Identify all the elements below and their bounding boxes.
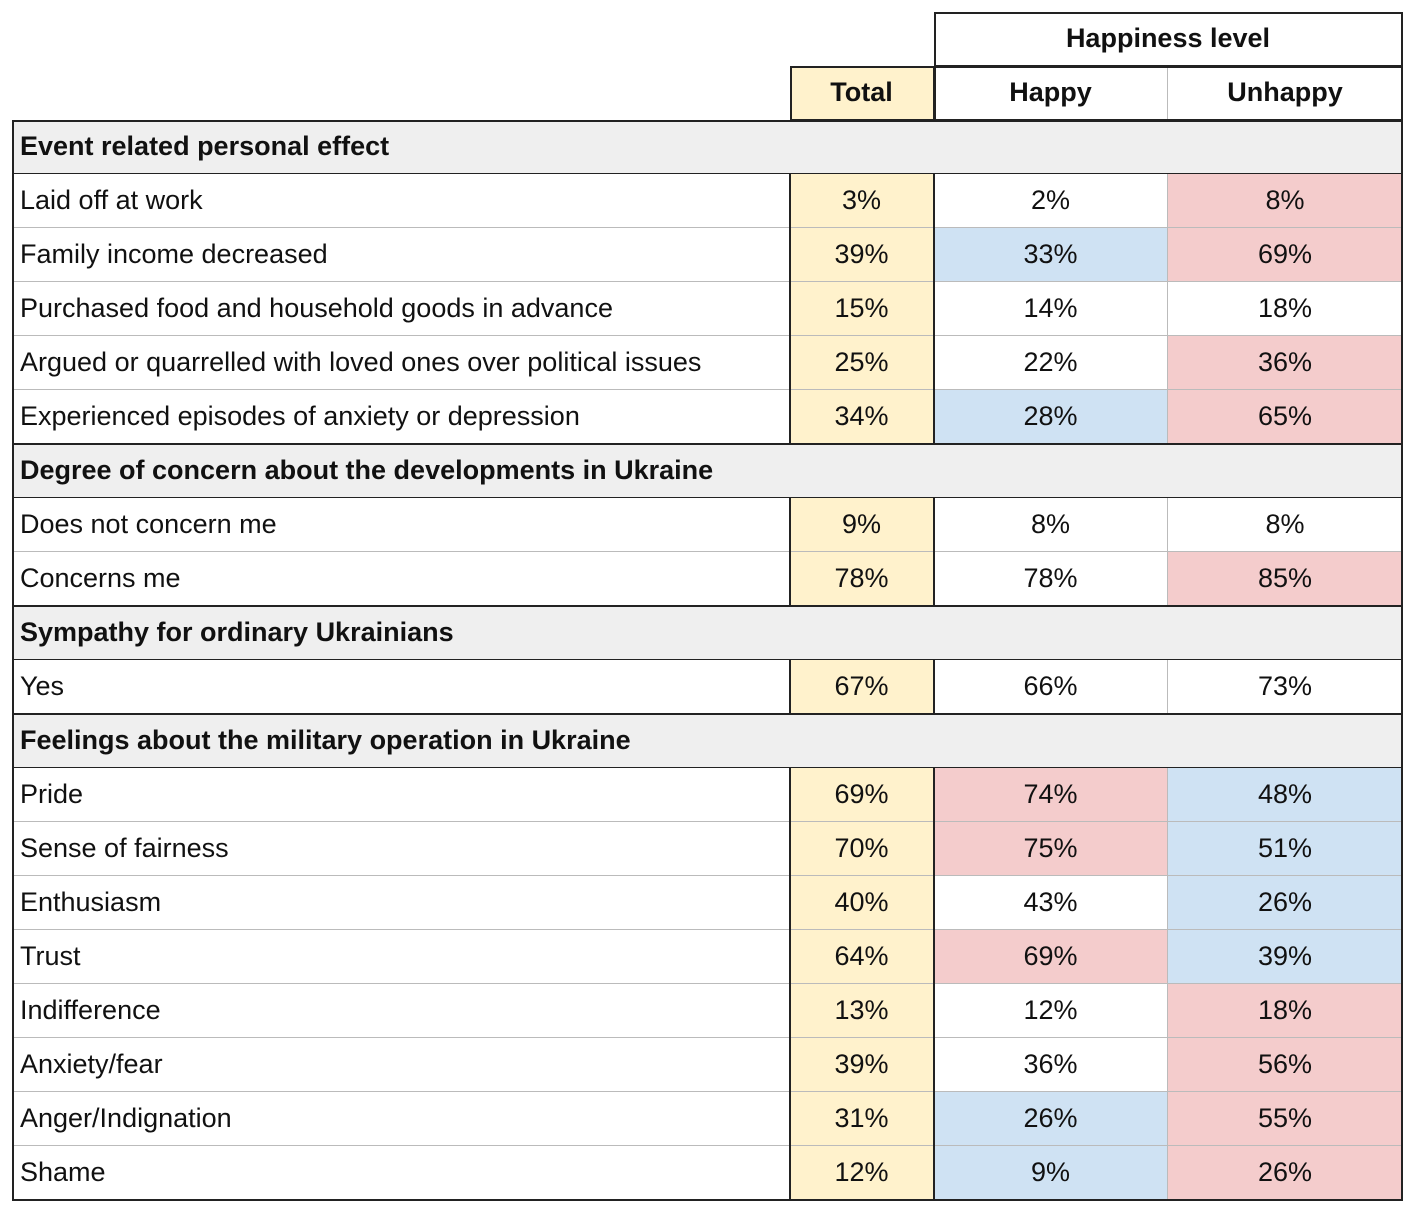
value-cell: 64% [790,930,934,984]
value-cell: 73% [1168,660,1403,714]
value-cell: 70% [790,822,934,876]
value-cell: 9% [934,1146,1168,1200]
row-label: Purchased food and household goods in ad… [12,282,790,336]
value-cell: 39% [790,228,934,282]
row-label: Laid off at work [12,174,790,228]
value-cell: 26% [934,1092,1168,1146]
value-cell: 36% [934,1038,1168,1092]
value-cell: 31% [790,1092,934,1146]
row-label: Shame [12,1146,790,1200]
column-header: Unhappy [1168,66,1403,120]
value-cell: 3% [790,174,934,228]
row-label: Enthusiasm [12,876,790,930]
section-heading: Degree of concern about the developments… [12,444,1403,498]
value-cell: 18% [1168,984,1403,1038]
value-cell: 48% [1168,768,1403,822]
value-cell: 8% [1168,498,1403,552]
value-cell: 22% [934,336,1168,390]
value-cell: 2% [934,174,1168,228]
row-label: Experienced episodes of anxiety or depre… [12,390,790,444]
column-header: Happy [934,66,1168,120]
row-label: Anxiety/fear [12,1038,790,1092]
value-cell: 55% [1168,1092,1403,1146]
row-label: Yes [12,660,790,714]
value-cell: 66% [934,660,1168,714]
value-cell: 14% [934,282,1168,336]
value-cell: 15% [790,282,934,336]
value-cell: 39% [1168,930,1403,984]
value-cell: 13% [790,984,934,1038]
group-header: Happiness level [934,12,1403,66]
row-label: Concerns me [12,552,790,606]
value-cell: 69% [1168,228,1403,282]
value-cell: 18% [1168,282,1403,336]
value-cell: 67% [790,660,934,714]
value-cell: 9% [790,498,934,552]
section-heading: Event related personal effect [12,120,1403,174]
value-cell: 39% [790,1038,934,1092]
value-cell: 33% [934,228,1168,282]
value-cell: 25% [790,336,934,390]
value-cell: 43% [934,876,1168,930]
value-cell: 34% [790,390,934,444]
value-cell: 65% [1168,390,1403,444]
row-label: Pride [12,768,790,822]
value-cell: 40% [790,876,934,930]
value-cell: 8% [1168,174,1403,228]
value-cell: 75% [934,822,1168,876]
row-label: Argued or quarrelled with loved ones ove… [12,336,790,390]
column-header: Total [790,66,934,120]
value-cell: 8% [934,498,1168,552]
value-cell: 12% [790,1146,934,1200]
value-cell: 69% [790,768,934,822]
value-cell: 78% [934,552,1168,606]
value-cell: 51% [1168,822,1403,876]
section-heading: Feelings about the military operation in… [12,714,1403,768]
row-label: Trust [12,930,790,984]
value-cell: 12% [934,984,1168,1038]
row-label: Anger/Indignation [12,1092,790,1146]
value-cell: 69% [934,930,1168,984]
value-cell: 56% [1168,1038,1403,1092]
value-cell: 85% [1168,552,1403,606]
value-cell: 74% [934,768,1168,822]
value-cell: 28% [934,390,1168,444]
section-heading: Sympathy for ordinary Ukrainians [12,606,1403,660]
value-cell: 26% [1168,1146,1403,1200]
row-label: Sense of fairness [12,822,790,876]
value-cell: 26% [1168,876,1403,930]
row-label: Indifference [12,984,790,1038]
row-label: Family income decreased [12,228,790,282]
value-cell: 36% [1168,336,1403,390]
value-cell: 78% [790,552,934,606]
row-label: Does not concern me [12,498,790,552]
